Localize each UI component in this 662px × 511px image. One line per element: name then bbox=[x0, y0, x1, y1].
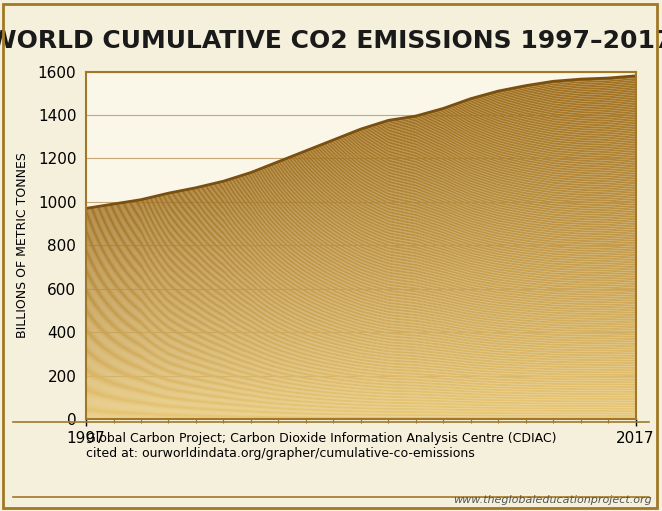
Text: WORLD CUMULATIVE CO2 EMISSIONS 1997–2017: WORLD CUMULATIVE CO2 EMISSIONS 1997–2017 bbox=[0, 29, 662, 53]
Y-axis label: BILLIONS OF METRIC TONNES: BILLIONS OF METRIC TONNES bbox=[17, 152, 29, 338]
Text: www.theglobaleducationproject.org: www.theglobaleducationproject.org bbox=[453, 495, 652, 505]
Text: Global Carbon Project; Carbon Dioxide Information Analysis Centre (CDIAC)
cited : Global Carbon Project; Carbon Dioxide In… bbox=[86, 432, 557, 460]
